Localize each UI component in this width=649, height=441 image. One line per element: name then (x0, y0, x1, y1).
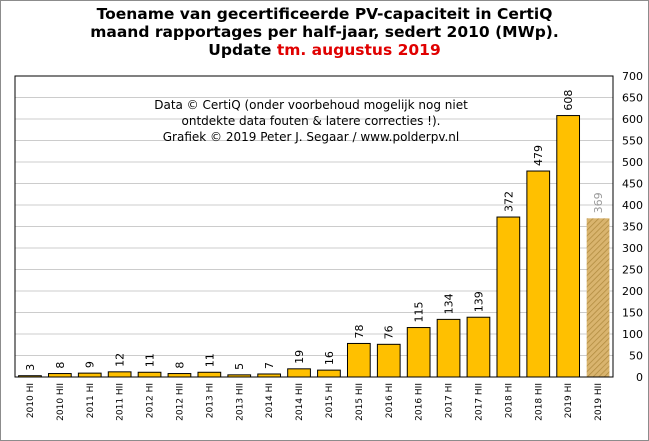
x-tick-label: 2013 HI (205, 383, 215, 418)
y-tick-label: 650 (622, 92, 643, 105)
bar (406, 327, 431, 378)
data-label: 139 (472, 291, 485, 312)
x-tick-label: 2016 HI (385, 383, 395, 418)
x-tick-label: 2016 HII (415, 383, 425, 421)
x-tick-label: 2017 HII (474, 383, 484, 421)
data-label: 78 (353, 324, 366, 338)
data-label: 16 (323, 351, 336, 365)
note-line-1: Data © CertiQ (onder voorbehoud mogelijk… (154, 98, 468, 112)
data-label: 5 (233, 363, 246, 370)
y-tick-label: 100 (622, 328, 643, 341)
data-label: 115 (413, 302, 426, 323)
bar (466, 316, 491, 378)
y-tick-label: 150 (622, 307, 643, 320)
data-label: 8 (173, 362, 186, 369)
bar (526, 170, 551, 378)
data-label: 12 (114, 353, 127, 367)
data-label: 19 (293, 350, 306, 364)
y-tick-label: 350 (622, 221, 643, 234)
note-line-2: ontdekte data fouten & latere correcties… (182, 114, 441, 128)
bar (586, 218, 610, 377)
bars (18, 115, 610, 378)
y-tick-label: 300 (622, 242, 643, 255)
x-tick-label: 2018 HI (504, 383, 514, 418)
data-label: 11 (144, 353, 157, 367)
x-tick-label: 2017 HI (445, 383, 455, 418)
y-tick-label: 600 (622, 113, 643, 126)
data-label: 479 (532, 145, 545, 166)
data-label: 369 (592, 192, 605, 213)
y-tick-label: 550 (622, 135, 643, 148)
x-tick-label: 2014 HII (295, 383, 305, 421)
title-update-period: tm. augustus 2019 (276, 41, 441, 59)
y-tick-label: 250 (622, 264, 643, 277)
y-tick-label: 200 (622, 285, 643, 298)
chart-title: Toename van gecertificeerde PV-capacitei… (1, 5, 648, 59)
y-axis-labels: 0 50 100 150 200 250 300 350 400 450 500 550 600 650 7… (622, 70, 643, 384)
x-tick-label: 2013 HII (235, 383, 245, 421)
x-tick-label: 2010 HI (26, 383, 36, 418)
y-tick-label: 450 (622, 178, 643, 191)
title-line-2: maand rapportages per half-jaar, sedert … (90, 23, 559, 41)
bar (107, 371, 132, 378)
y-tick-label: 400 (622, 199, 643, 212)
note-line-3: Grafiek © 2019 Peter J. Segaar / www.pol… (163, 130, 460, 144)
bar (376, 343, 401, 378)
bar (137, 371, 162, 378)
data-label: 11 (203, 353, 216, 367)
y-tick-label: 0 (636, 371, 643, 384)
bar (496, 216, 521, 378)
bar (436, 318, 461, 378)
x-tick-label: 2011 HI (86, 383, 96, 418)
y-tick-label: 700 (622, 70, 643, 83)
bar (556, 115, 581, 378)
x-tick-label: 2014 HI (265, 383, 275, 418)
x-tick-label: 2012 HII (175, 383, 185, 421)
x-tick-label: 2018 HII (534, 383, 544, 421)
plot-area-border (14, 75, 614, 378)
x-tick-label: 2010 HII (56, 383, 66, 421)
x-tick-label: 2011 HII (116, 383, 126, 421)
bar (77, 372, 102, 378)
bar (317, 369, 341, 378)
x-axis-labels: 2010 HI 2010 HII 2011 HI 2011 HII 2012 HI 201… (26, 383, 604, 421)
data-label: 608 (562, 90, 575, 111)
bar (167, 373, 192, 378)
x-tick-label: 2019 HI (564, 383, 574, 418)
x-tick-label: 2015 HI (325, 383, 335, 418)
bar (287, 368, 311, 378)
y-tick-label: 500 (622, 156, 643, 169)
x-tick-label: 2012 HI (146, 383, 156, 418)
data-label: 7 (263, 362, 276, 369)
bar (197, 371, 222, 378)
x-tick-label: 2019 HII (594, 383, 604, 421)
title-update-prefix: Update (208, 41, 277, 59)
data-label: 9 (84, 361, 97, 368)
title-line-1: Toename van gecertificeerde PV-capacitei… (96, 5, 553, 23)
data-label: 8 (54, 362, 67, 369)
y-tick-label: 50 (629, 350, 643, 363)
x-tick-label: 2015 HII (355, 383, 365, 421)
bar (346, 342, 371, 378)
data-label: 3 (24, 364, 37, 371)
data-label: 76 (383, 325, 396, 339)
bar (47, 373, 72, 378)
title-line-3: Update tm. augustus 2019 (1, 41, 648, 59)
data-label: 134 (443, 293, 456, 314)
data-label: 372 (502, 191, 515, 212)
